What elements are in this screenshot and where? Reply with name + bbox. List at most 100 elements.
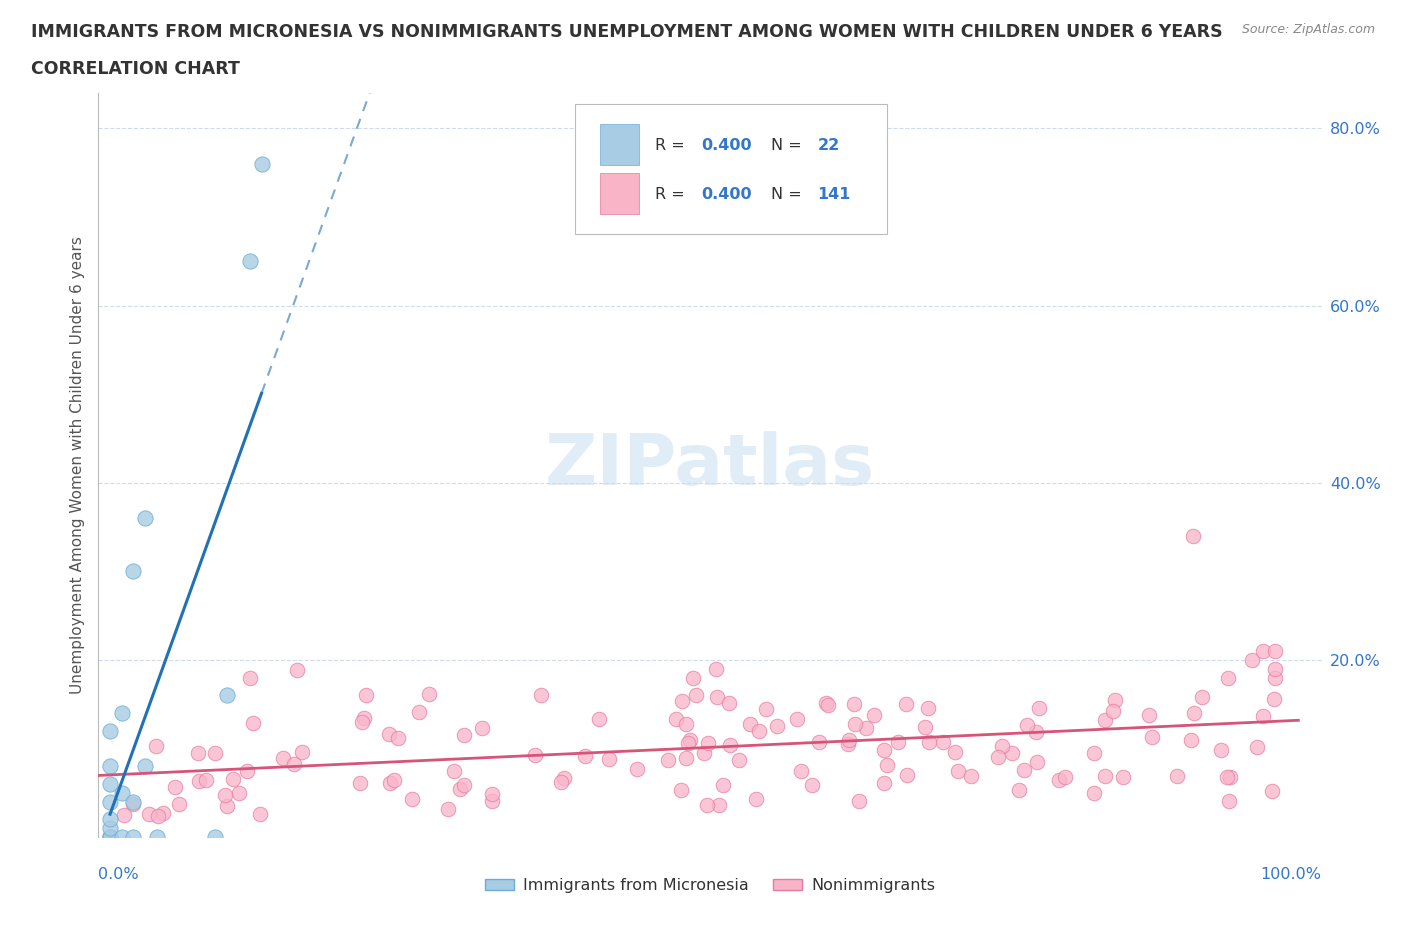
Point [1211, 742, 1233, 757]
Point [553, 771, 575, 786]
Point [706, 689, 728, 704]
Point [1047, 773, 1070, 788]
Point [679, 732, 702, 747]
Point [1218, 671, 1240, 685]
FancyBboxPatch shape [600, 173, 640, 214]
Point [1251, 709, 1274, 724]
Text: 100.0%: 100.0% [1261, 867, 1322, 882]
Point [235, 764, 257, 778]
Point [530, 688, 553, 703]
Point [657, 752, 679, 767]
Point [271, 751, 294, 765]
FancyBboxPatch shape [575, 104, 887, 234]
Point [718, 696, 741, 711]
Point [98, 759, 121, 774]
FancyBboxPatch shape [600, 125, 640, 166]
Point [167, 797, 190, 812]
Point [1014, 763, 1036, 777]
Point [932, 735, 955, 750]
Point [696, 798, 718, 813]
Point [228, 786, 250, 801]
Point [862, 708, 884, 723]
Point [1216, 770, 1239, 785]
Point [291, 744, 314, 759]
Point [896, 697, 918, 711]
Point [112, 807, 135, 822]
Point [876, 758, 898, 773]
Point [738, 716, 761, 731]
Point [98, 830, 121, 844]
Point [111, 830, 134, 844]
Point [692, 745, 714, 760]
Point [1025, 725, 1047, 740]
Point [1001, 746, 1024, 761]
Point [744, 792, 766, 807]
Point [1182, 528, 1205, 543]
Point [960, 769, 983, 784]
Point [98, 830, 121, 844]
Point [675, 716, 697, 731]
Point [214, 788, 236, 803]
Y-axis label: Unemployment Among Women with Children Under 6 years: Unemployment Among Women with Children U… [69, 236, 84, 694]
Point [408, 705, 430, 720]
Point [470, 720, 492, 735]
Point [481, 787, 503, 802]
Point [121, 796, 143, 811]
Point [195, 773, 218, 788]
Point [1094, 712, 1116, 727]
Point [239, 671, 262, 685]
Point [98, 794, 121, 809]
Point [449, 781, 471, 796]
Point [145, 739, 167, 754]
Point [239, 254, 262, 269]
Point [1166, 769, 1188, 784]
Point [1054, 770, 1077, 785]
Point [1182, 706, 1205, 721]
Point [1264, 671, 1286, 685]
Point [148, 809, 170, 824]
Point [1246, 740, 1268, 755]
Point [353, 711, 375, 725]
Point [1191, 690, 1213, 705]
Point [1261, 784, 1284, 799]
Point [800, 778, 823, 793]
Point [215, 688, 238, 703]
Point [215, 798, 238, 813]
Point [704, 661, 727, 676]
Point [991, 738, 1014, 753]
Point [122, 794, 145, 809]
Point [1219, 769, 1241, 784]
Point [873, 742, 896, 757]
Point [718, 737, 741, 752]
Text: 0.400: 0.400 [702, 187, 752, 202]
Point [165, 779, 187, 794]
Point [855, 720, 877, 735]
Point [145, 830, 167, 844]
Point [443, 764, 465, 778]
Point [943, 745, 966, 760]
Point [222, 772, 245, 787]
Text: R =: R = [655, 187, 690, 202]
Point [387, 730, 409, 745]
Point [848, 793, 870, 808]
Point [138, 806, 160, 821]
Point [481, 793, 503, 808]
Text: CORRELATION CHART: CORRELATION CHART [31, 60, 240, 78]
Point [1137, 708, 1160, 723]
Point [887, 735, 910, 750]
Point [437, 802, 460, 817]
Point [817, 698, 839, 712]
Text: N =: N = [772, 187, 807, 202]
Point [873, 776, 896, 790]
Point [808, 735, 831, 750]
Point [918, 735, 941, 750]
Point [356, 688, 378, 703]
Point [122, 564, 145, 578]
Point [453, 728, 475, 743]
Point [134, 511, 156, 525]
Point [1264, 661, 1286, 676]
Point [896, 768, 918, 783]
Point [844, 716, 866, 731]
Point [152, 806, 174, 821]
Point [748, 724, 770, 738]
